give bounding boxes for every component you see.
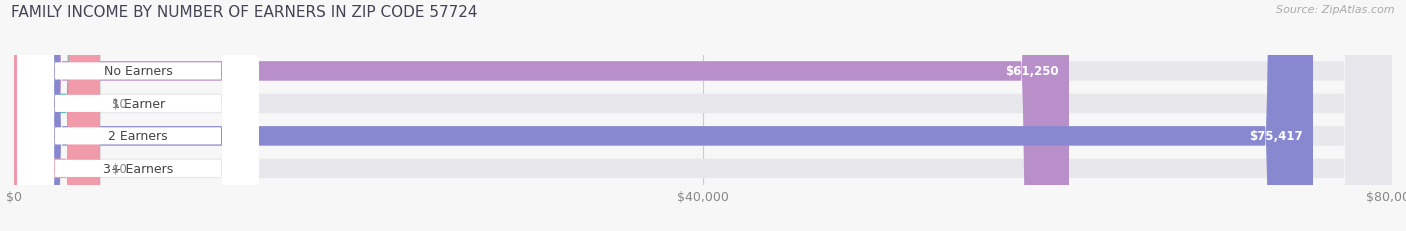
FancyBboxPatch shape — [17, 0, 259, 231]
FancyBboxPatch shape — [14, 0, 1069, 231]
FancyBboxPatch shape — [17, 0, 259, 231]
Text: No Earners: No Earners — [104, 65, 173, 78]
Text: $0: $0 — [112, 97, 127, 110]
Text: Source: ZipAtlas.com: Source: ZipAtlas.com — [1277, 5, 1395, 15]
Text: FAMILY INCOME BY NUMBER OF EARNERS IN ZIP CODE 57724: FAMILY INCOME BY NUMBER OF EARNERS IN ZI… — [11, 5, 478, 20]
FancyBboxPatch shape — [17, 0, 259, 231]
FancyBboxPatch shape — [14, 0, 1313, 231]
FancyBboxPatch shape — [14, 0, 1392, 231]
FancyBboxPatch shape — [14, 0, 100, 231]
Text: 3+ Earners: 3+ Earners — [103, 162, 173, 175]
FancyBboxPatch shape — [14, 0, 1392, 231]
Text: $61,250: $61,250 — [1005, 65, 1059, 78]
Text: 1 Earner: 1 Earner — [111, 97, 165, 110]
FancyBboxPatch shape — [14, 0, 1392, 231]
FancyBboxPatch shape — [14, 0, 100, 231]
Text: 2 Earners: 2 Earners — [108, 130, 167, 143]
FancyBboxPatch shape — [17, 0, 259, 231]
FancyBboxPatch shape — [14, 0, 1392, 231]
Text: $0: $0 — [112, 162, 127, 175]
Text: $75,417: $75,417 — [1249, 130, 1303, 143]
